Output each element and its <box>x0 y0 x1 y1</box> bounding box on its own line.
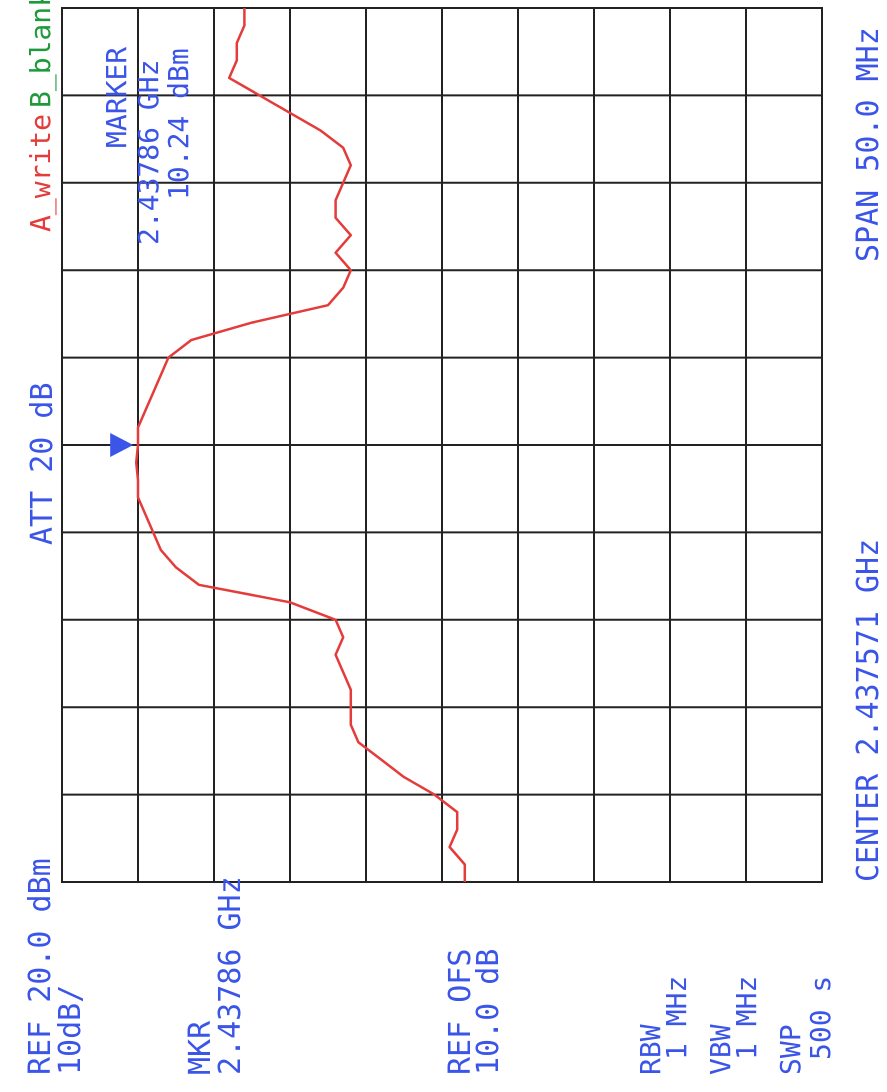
marker-box-freq: 2.43786 GHz <box>132 60 165 245</box>
ref-ofs-value: 10.0 dB <box>471 949 506 1075</box>
marker-box-title: MARKER <box>100 47 133 148</box>
trace-b-label: B_blank <box>24 0 58 108</box>
center-freq-label: CENTER 2.437571 GHz <box>851 539 886 882</box>
vbw-label: VBW <box>704 1024 737 1075</box>
span-label: SPAN 50.0 MHz <box>851 27 886 262</box>
marker-triangle-icon <box>110 433 134 457</box>
marker-box-level: 10.24 dBm <box>162 48 195 200</box>
att-label: ATT 20 dB <box>25 382 60 545</box>
plot-grid <box>61 7 823 883</box>
rbw-value: 1 MHz <box>660 976 693 1060</box>
scale-label: 10dB/ <box>53 985 88 1075</box>
vbw-value: 1 MHz <box>730 976 763 1060</box>
trace-a-label: A_write <box>24 114 58 232</box>
ref-ofs-label: REF OFS <box>443 949 478 1075</box>
mkr-label: MKR <box>183 1020 218 1075</box>
swp-label: SWP <box>774 1024 807 1075</box>
swp-value: 500 s <box>804 976 837 1060</box>
mkr-value: 2.43786 GHz <box>213 876 248 1075</box>
rbw-label: RBW <box>634 1024 667 1075</box>
trace-a-line <box>134 8 467 882</box>
ref-level-label: REF 20.0 dBm <box>23 858 58 1075</box>
